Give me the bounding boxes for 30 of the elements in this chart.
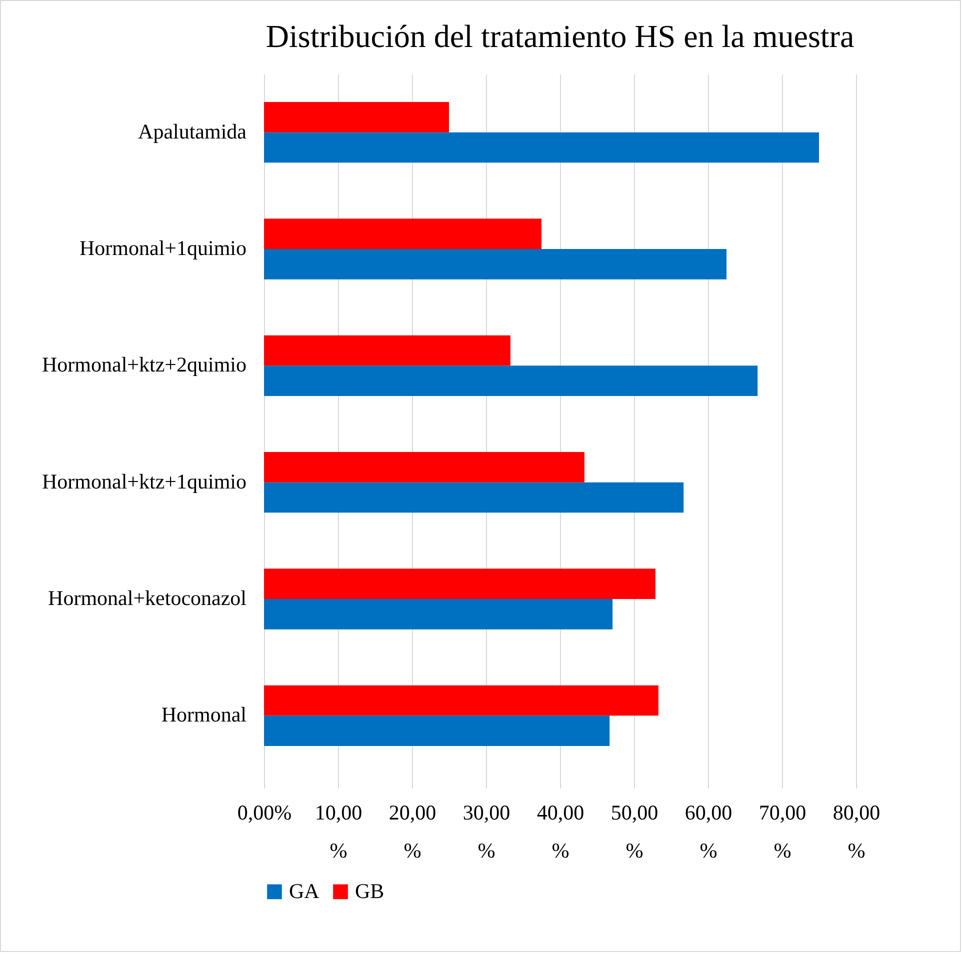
bar: [264, 452, 584, 482]
y-tick-label: Hormonal+ktz+1quimio: [42, 469, 246, 494]
x-tick-label: 50,00 %: [610, 800, 658, 862]
bar: [264, 335, 510, 366]
bar: [264, 685, 658, 716]
x-tick-label: 30,00 %: [462, 800, 510, 862]
y-tick-label: Hormonal+ketoconazol: [48, 586, 247, 610]
bar: [264, 102, 449, 132]
bar: [264, 482, 684, 513]
x-tick-label: 70,00 %: [758, 800, 806, 862]
bar: [264, 716, 610, 746]
legend-label: GB: [355, 878, 384, 903]
bar: [264, 568, 656, 599]
x-tick-label: 40,00 %: [536, 800, 584, 862]
bar: [264, 249, 726, 280]
x-tick-label: 0,00%: [237, 800, 292, 824]
x-tick-label: 80,00 %: [832, 800, 880, 862]
chart-title: Distribución del tratamiento HS en la muestra: [266, 18, 854, 54]
x-tick-label: 60,00 %: [684, 800, 732, 862]
x-tick-label: 20,00 %: [388, 800, 436, 862]
bar: [264, 218, 542, 249]
y-tick-label: Hormonal: [161, 702, 247, 727]
y-tick-label: Apalutamida: [138, 119, 248, 144]
y-tick-label: Hormonal+ktz+2quimio: [42, 352, 246, 377]
bar: [264, 132, 819, 163]
x-tick-label: 10,00 %: [314, 800, 362, 862]
y-tick-label: Hormonal+1quimio: [80, 236, 246, 260]
bar: [264, 599, 613, 630]
legend-label: GA: [289, 878, 320, 903]
bar: [264, 366, 758, 396]
